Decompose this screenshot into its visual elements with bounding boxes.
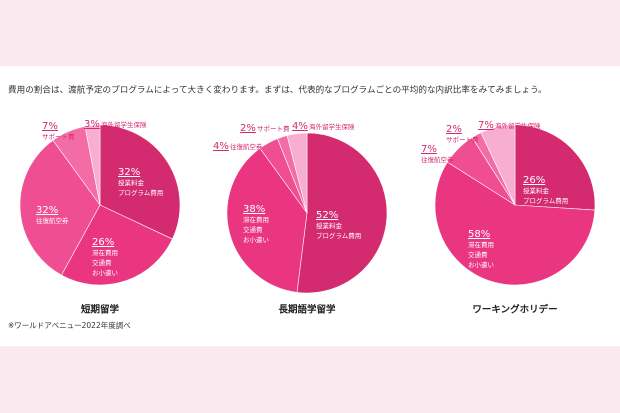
slice-label: プログラム費用 [316,231,361,240]
value-label: 4% [292,121,308,132]
value-label: 58% [468,229,490,240]
bottom-band [0,346,620,413]
slice-label: サポート費 [42,132,75,141]
pie-slice [99,124,181,240]
value-label: 32% [36,205,58,216]
value-label: 7% [478,120,494,131]
value-label: 7% [42,121,58,132]
pie-title: 長期語学留学 [278,304,336,316]
value-label: 7% [421,144,437,155]
top-band [0,0,620,66]
pie-slice [296,132,388,294]
slice-label: 交通費 [92,258,112,267]
value-label: 3% [84,119,100,130]
value-label: 32% [118,167,140,178]
value-label: 4% [213,141,229,152]
slice-label: お小遣い [243,235,269,244]
slice-label: 往復航空券 [421,155,454,164]
slice-label: 海外留学生保険 [495,121,541,130]
pie-slice [286,132,308,214]
slice-label: お小遣い [468,260,494,269]
value-label: 38% [243,204,265,215]
pie-title: 短期留学 [81,304,120,316]
pie-slice [19,139,101,276]
value-label: 2% [446,124,462,135]
slice-label: サポート費 [446,135,479,144]
note: ※ワールドアベニュー2022年度調べ [8,320,131,330]
slice-label: 滞在費用 [468,240,494,249]
slice-label: 授業料金 [118,178,145,187]
slice-label: 滞在費用 [92,248,118,257]
slice-label: 往復航空券 [36,216,69,225]
slice-label: 授業料金 [523,186,550,195]
value-label: 52% [316,210,338,221]
pie-slice [226,147,308,293]
pie-slice [514,124,596,211]
slice-label: お小遣い [92,268,118,277]
slice-label: 滞在費用 [243,215,269,224]
pie-slice [434,161,596,286]
value-label: 26% [523,175,545,186]
slice-label: 往復航空券 [230,142,263,151]
slice-label: 交通費 [468,250,488,259]
intro: 費用の割合は、渡航予定のプログラムによって大きく変わります。まずは、代表的なプロ… [8,84,547,96]
value-label: 26% [92,237,114,248]
slice-label: 海外留学生保険 [309,122,355,131]
slice-label: 交通費 [243,225,263,234]
value-label: 2% [240,123,256,134]
slice-label: 海外留学生保険 [101,120,147,129]
pie-title: ワーキングホリデー [472,304,557,316]
pie-slice [480,124,516,206]
slice-label: 授業料金 [316,221,343,230]
slice-label: プログラム費用 [118,188,163,197]
pie-slice [84,124,101,206]
slice-label: プログラム費用 [523,196,568,205]
slice-label: サポート費 [257,124,290,133]
